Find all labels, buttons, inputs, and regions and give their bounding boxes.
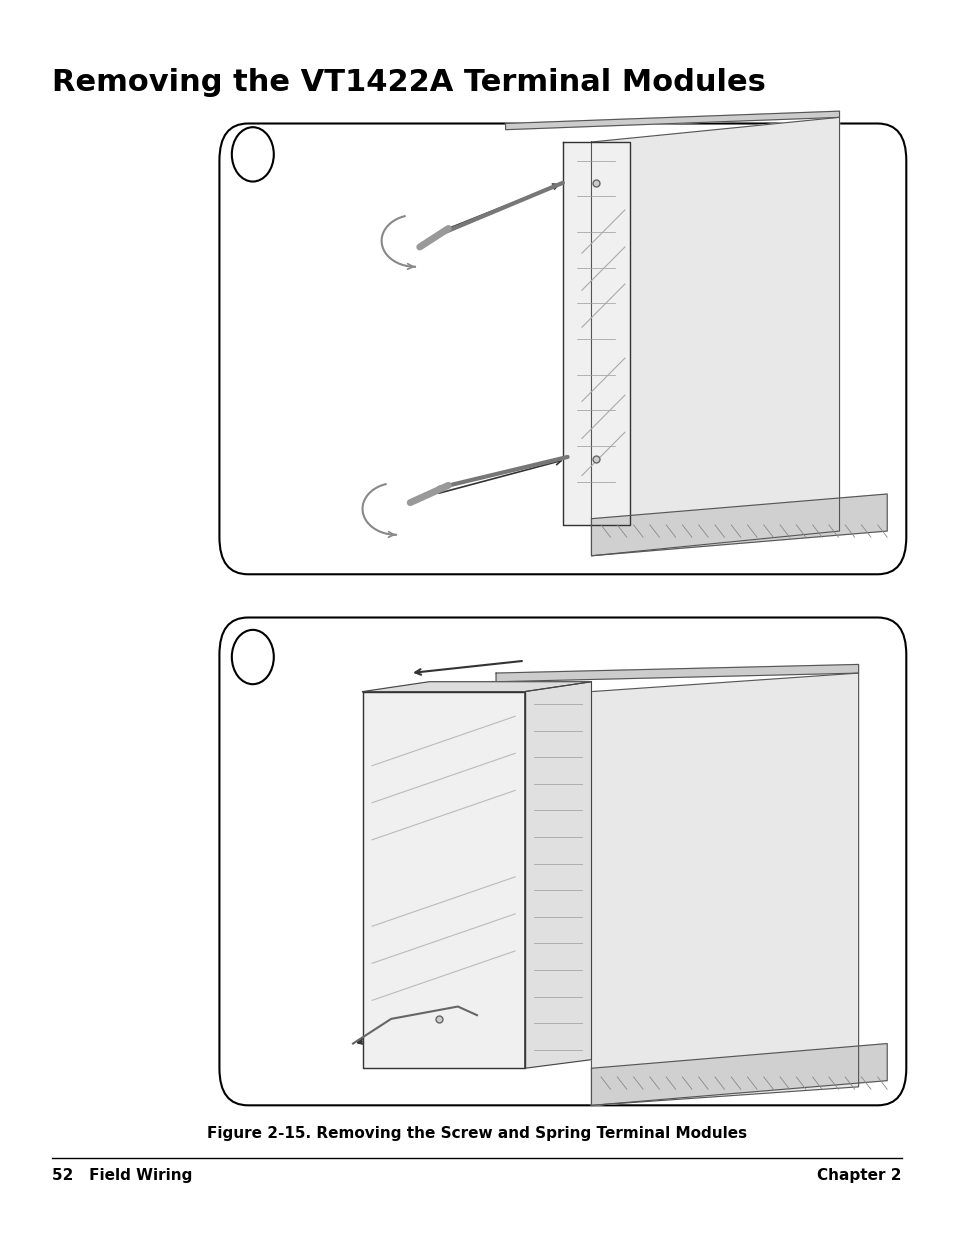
Polygon shape <box>505 111 839 130</box>
Text: 52   Field Wiring: 52 Field Wiring <box>52 1168 193 1183</box>
Text: Removing the VT1422A Terminal Modules: Removing the VT1422A Terminal Modules <box>52 68 765 96</box>
Polygon shape <box>591 494 886 556</box>
Polygon shape <box>362 692 524 1068</box>
Polygon shape <box>591 673 858 1105</box>
Circle shape <box>232 630 274 684</box>
Text: Figure 2-15. Removing the Screw and Spring Terminal Modules: Figure 2-15. Removing the Screw and Spri… <box>207 1126 746 1141</box>
Polygon shape <box>362 682 591 692</box>
FancyBboxPatch shape <box>219 618 905 1105</box>
Polygon shape <box>524 682 591 1068</box>
Text: Chapter 2: Chapter 2 <box>816 1168 901 1183</box>
Polygon shape <box>562 142 629 525</box>
FancyBboxPatch shape <box>219 124 905 574</box>
Polygon shape <box>591 1044 886 1105</box>
Circle shape <box>232 127 274 182</box>
Polygon shape <box>496 664 858 682</box>
Polygon shape <box>591 117 839 556</box>
